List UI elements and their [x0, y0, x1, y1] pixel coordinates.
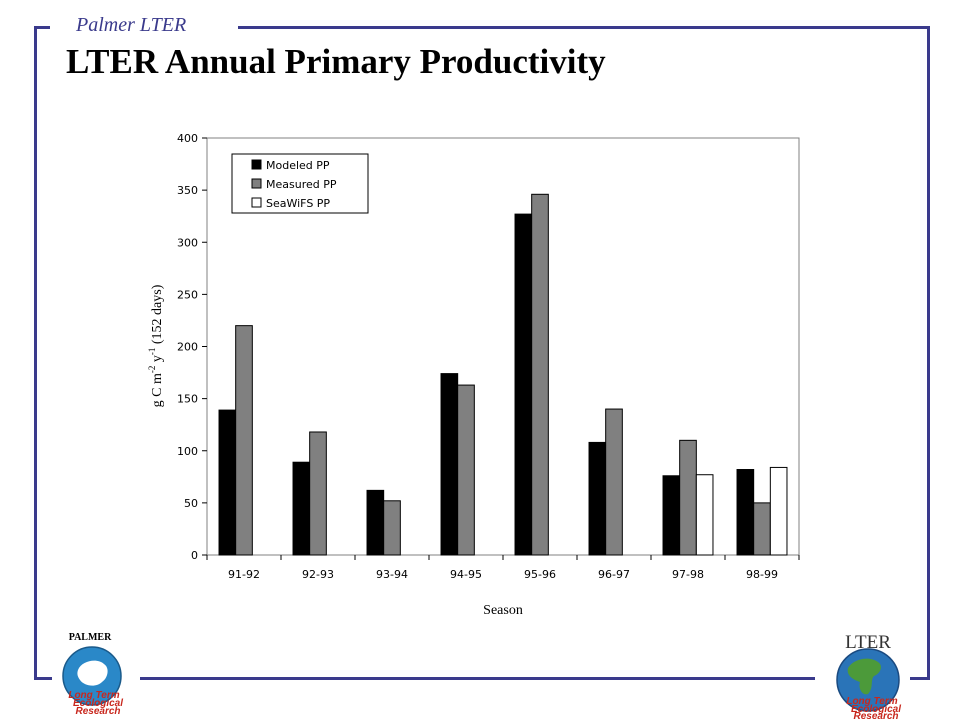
- frame-top-right: [238, 26, 930, 29]
- x-tick-label: 98-99: [746, 568, 778, 581]
- y-tick-label: 150: [177, 393, 198, 406]
- x-axis: 91-92 92-93 93-94 94-95 95-96 96-97 97-98 98-99: [206, 555, 800, 581]
- ylabel-part-1: g C m: [150, 373, 165, 407]
- legend: Modeled PP Measured PP SeaWiFS PP: [231, 153, 369, 214]
- lter-caption-1: Long Term: [846, 696, 897, 707]
- frame-left: [34, 26, 37, 680]
- legend-label-measured: Measured PP: [266, 178, 337, 191]
- y-tick-label: 400: [177, 132, 198, 145]
- y-tick-label: 0: [191, 549, 198, 562]
- frame-top-left: [34, 26, 50, 29]
- frame-right: [927, 26, 930, 680]
- bar-modeled-pp: [514, 213, 533, 556]
- lter-logo: LTER Long Term Ecological Research: [836, 632, 901, 720]
- ylabel-part-2: y: [150, 355, 165, 366]
- ylabel-sup-2: -1: [147, 348, 157, 356]
- bar-modeled-pp: [218, 409, 237, 556]
- bar-measured-pp: [679, 439, 697, 556]
- bar-measured-pp: [605, 408, 623, 556]
- y-tick-label: 100: [177, 445, 198, 458]
- bar-modeled-pp: [736, 469, 755, 556]
- bar-measured-pp: [383, 500, 401, 556]
- lter-caption-2: Ecological: [851, 704, 901, 715]
- palmer-caption-3: Research: [75, 706, 120, 717]
- y-tick-label: 250: [177, 288, 198, 301]
- bar-measured-pp: [531, 193, 549, 556]
- frame-bottom-left: [34, 677, 52, 680]
- legend-swatch-seawifs: [251, 197, 262, 208]
- x-tick-label: 97-98: [672, 568, 704, 581]
- frame-bottom-right: [910, 677, 930, 680]
- palmer-logo: PALMER Long Term Ecological Research: [62, 632, 123, 717]
- y-axis-label: g C m-2 y-1 (152 days): [147, 284, 165, 407]
- y-tick-label: 300: [177, 236, 198, 249]
- lter-logo-label: LTER: [845, 632, 891, 653]
- bar-modeled-pp: [440, 373, 459, 556]
- header-brand: Palmer LTER: [76, 14, 187, 36]
- continent-icon: [847, 658, 881, 695]
- legend-label-seawifs: SeaWiFS PP: [266, 197, 330, 210]
- legend-label-modeled: Modeled PP: [266, 159, 330, 172]
- palmer-caption-2: Ecological: [73, 698, 123, 709]
- x-tick-label: 94-95: [450, 568, 482, 581]
- bar-seawifs-pp: [769, 466, 788, 556]
- x-tick-label: 92-93: [302, 568, 334, 581]
- y-tick-label: 50: [184, 497, 198, 510]
- x-tick-label: 93-94: [376, 568, 408, 581]
- bar-measured-pp: [753, 502, 771, 556]
- ylabel-part-3: (152 days): [150, 284, 165, 347]
- page-title: LTER Annual Primary Productivity: [66, 42, 606, 81]
- legend-swatch-measured: [251, 178, 262, 189]
- ylabel-sup-1: -2: [147, 366, 157, 374]
- bar-modeled-pp: [662, 475, 681, 556]
- bar-modeled-pp: [292, 461, 311, 556]
- palmer-logo-label: PALMER: [69, 632, 112, 643]
- legend-swatch-modeled: [251, 159, 262, 170]
- y-tick-label: 350: [177, 184, 198, 197]
- palmer-caption-1: Long Term: [68, 690, 119, 701]
- bar-modeled-pp: [366, 489, 385, 556]
- bar-seawifs-pp: [695, 474, 714, 556]
- bar-measured-pp: [235, 325, 253, 556]
- bar-modeled-pp: [588, 441, 607, 556]
- x-tick-label: 91-92: [228, 568, 260, 581]
- bar-measured-pp: [457, 384, 475, 556]
- bars: [218, 193, 788, 556]
- x-tick-label: 95-96: [524, 568, 556, 581]
- y-tick-label: 200: [177, 341, 198, 354]
- y-axis: 0 50 100 150 200 250 300 350 400: [177, 132, 207, 562]
- x-tick-label: 96-97: [598, 568, 630, 581]
- x-axis-label: Season: [483, 603, 523, 618]
- lter-caption-3: Research: [853, 711, 898, 720]
- antarctica-icon: [77, 660, 108, 686]
- bar-measured-pp: [309, 431, 327, 556]
- frame-bottom-mid: [140, 677, 815, 680]
